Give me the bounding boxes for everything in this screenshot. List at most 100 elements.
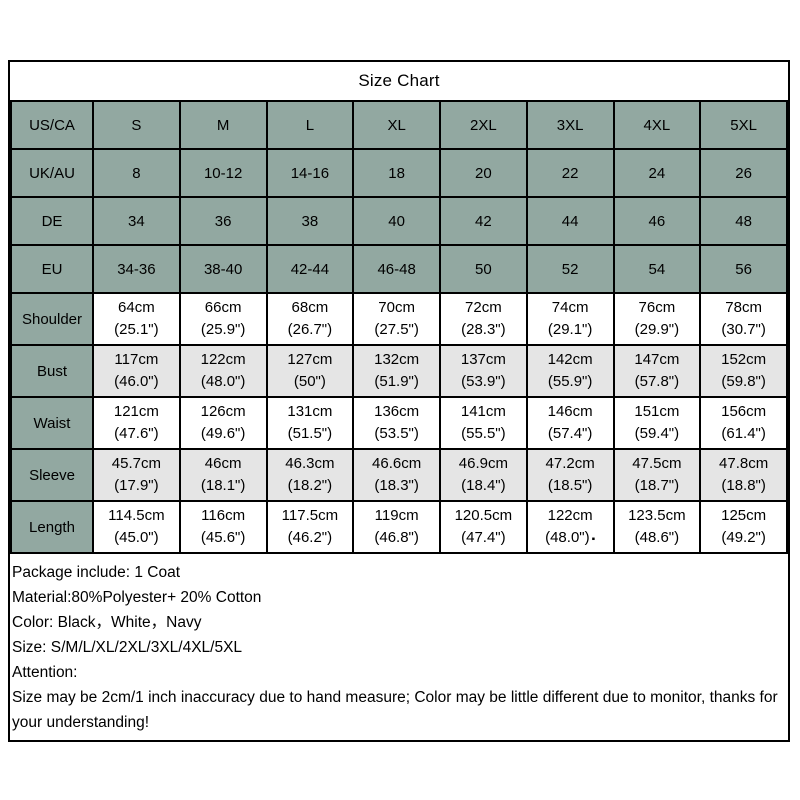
measure-value-cell: 123.5cm (48.6") — [612, 500, 702, 554]
measure-value-cell: 76cm (29.9") — [612, 292, 702, 346]
size-value-cell: 22 — [525, 148, 615, 198]
size-header-row: UK/AU 8 10-12 14-16 18 20 22 24 26 — [10, 148, 788, 198]
measure-value-cell: 116cm (45.6") — [178, 500, 268, 554]
measure-value-cell: 46.6cm (18.3") — [352, 448, 441, 502]
size-value-cell: 36 — [178, 196, 268, 246]
measure-value-cell: 68cm (26.7") — [265, 292, 355, 346]
size-value-cell: 14-16 — [265, 148, 355, 198]
measure-value-cell: 45.7cm (17.9") — [92, 448, 181, 502]
row-label: Sleeve — [10, 448, 94, 502]
measure-value-cell: 137cm (53.9") — [439, 344, 528, 398]
row-label: EU — [10, 244, 94, 294]
chart-title: Size Chart — [358, 71, 440, 90]
size-chart-body: US/CA S M L XL 2XL 3XL 4XL 5XL UK/AU 8 10-12 14-16 18… — [10, 100, 788, 554]
measure-value-cell: 132cm (51.9") — [352, 344, 441, 398]
measure-value-cell: 125cm (49.2") — [699, 500, 788, 554]
measure-value-cell: 114.5cm (45.0") — [92, 500, 181, 554]
size-value-cell: 34-36 — [92, 244, 181, 294]
row-label: Length — [10, 500, 94, 554]
size-value-cell: 18 — [352, 148, 441, 198]
measure-value-cell: 127cm (50") — [265, 344, 355, 398]
size-value-cell: 4XL — [612, 100, 702, 150]
measure-value-cell: 47.8cm (18.8") — [699, 448, 788, 502]
size-value-cell: S — [92, 100, 181, 150]
size-value-cell: 5XL — [699, 100, 788, 150]
size-value-cell: 44 — [525, 196, 615, 246]
size-value-cell: 24 — [612, 148, 702, 198]
row-label: UK/AU — [10, 148, 94, 198]
size-header-row: US/CA S M L XL 2XL 3XL 4XL 5XL — [10, 100, 788, 150]
measure-value-cell: 141cm (55.5") — [439, 396, 528, 450]
size-value-cell: 46-48 — [352, 244, 441, 294]
stray-mark-glyph: ▪ — [591, 534, 596, 545]
size-value-cell: 54 — [612, 244, 702, 294]
size-value-cell: 48 — [699, 196, 788, 246]
size-chart-table: US/CA S M L XL 2XL 3XL 4XL 5XL UK/AU 8 10-12 14-16 18… — [10, 100, 788, 554]
note-line: Size: S/M/L/XL/2XL/3XL/4XL/5XL — [12, 639, 243, 656]
measure-value-cell: 47.2cm (18.5") — [525, 448, 615, 502]
size-value-cell: 2XL — [439, 100, 528, 150]
size-value-cell: 20 — [439, 148, 528, 198]
measure-value-cell: 122cm (48.0") ▪ — [525, 500, 615, 554]
size-value-cell: 56 — [699, 244, 788, 294]
measure-value-cell: 47.5cm (18.7") — [612, 448, 702, 502]
row-label: Shoulder — [10, 292, 94, 346]
row-label: Bust — [10, 344, 94, 398]
product-notes: Package include: 1 Coat Material:80%Polye… — [10, 554, 788, 735]
size-value-cell: L — [265, 100, 355, 150]
measurement-row: Length 114.5cm (45.0") 116cm (45.6") 117.5c… — [10, 500, 788, 554]
row-label: Waist — [10, 396, 94, 450]
measure-value-cell: 46.3cm (18.2") — [265, 448, 355, 502]
size-value-cell: 42-44 — [265, 244, 355, 294]
measure-value-cell: 117cm (46.0") — [92, 344, 181, 398]
measure-value-cell: 146cm (57.4") — [525, 396, 615, 450]
size-value-cell: 3XL — [525, 100, 615, 150]
size-value-cell: 38-40 — [178, 244, 268, 294]
measure-value-cell: 131cm (51.5") — [265, 396, 355, 450]
size-value-cell: 26 — [699, 148, 788, 198]
size-value-cell: 52 — [525, 244, 615, 294]
measure-value-cell: 120.5cm (47.4") — [439, 500, 528, 554]
note-line: Attention: — [12, 664, 78, 681]
size-value-cell: 34 — [92, 196, 181, 246]
size-value-cell: 38 — [265, 196, 355, 246]
measure-value-cell: 74cm (29.1") — [525, 292, 615, 346]
size-header-row: EU 34-36 38-40 42-44 46-48 50 52 54 56 — [10, 244, 788, 294]
measure-value-cell: 152cm (59.8") — [699, 344, 788, 398]
measure-value-cell: 66cm (25.9") — [178, 292, 268, 346]
measure-value-cell: 156cm (61.4") — [699, 396, 788, 450]
size-value-cell: 46 — [612, 196, 702, 246]
measure-value-cell: 78cm (30.7") — [699, 292, 788, 346]
note-line: Color: Black，White，Navy — [12, 614, 202, 631]
size-value-cell: 42 — [439, 196, 528, 246]
note-line: Material:80%Polyester+ 20% Cotton — [12, 589, 262, 606]
measure-value-cell: 136cm (53.5") — [352, 396, 441, 450]
measure-value-cell: 117.5cm (46.2") — [265, 500, 355, 554]
measurement-row: Sleeve 45.7cm (17.9") 46cm (18.1") 46.3cm (… — [10, 448, 788, 502]
measurement-row: Bust 117cm (46.0") 122cm (48.0") 127cm (50"… — [10, 344, 788, 398]
measurement-row: Shoulder 64cm (25.1") 66cm (25.9") 68cm (26… — [10, 292, 788, 346]
measure-value-cell: 46.9cm (18.4") — [439, 448, 528, 502]
size-value-cell: 40 — [352, 196, 441, 246]
size-header-row: DE 34 36 38 40 42 44 46 48 — [10, 196, 788, 246]
size-value-cell: 10-12 — [178, 148, 268, 198]
measure-value-cell: 122cm (48.0") — [178, 344, 268, 398]
measurement-row: Waist 121cm (47.6") 126cm (49.6") 131cm (51… — [10, 396, 788, 450]
measure-value-cell: 147cm (57.8") — [612, 344, 702, 398]
measure-value-cell: 119cm (46.8") — [352, 500, 441, 554]
size-value-cell: 8 — [92, 148, 181, 198]
measure-value-cell: 121cm (47.6") — [92, 396, 181, 450]
measure-value-cell: 142cm (55.9") — [525, 344, 615, 398]
measure-value-cell: 151cm (59.4") — [612, 396, 702, 450]
measure-value-cell: 70cm (27.5") — [352, 292, 441, 346]
note-line: Package include: 1 Coat — [12, 564, 181, 581]
measure-value-cell: 72cm (28.3") — [439, 292, 528, 346]
row-label: DE — [10, 196, 94, 246]
measure-value-cell: 64cm (25.1") — [92, 292, 181, 346]
note-line: Size may be 2cm/1 inch inaccuracy due to… — [12, 689, 778, 731]
size-value-cell: M — [178, 100, 268, 150]
size-chart-frame: Size Chart US/CA S M L XL 2XL 3XL 4XL 5XL UK/AU 8 1… — [8, 60, 790, 742]
size-value-cell: XL — [352, 100, 441, 150]
measure-value-cell: 126cm (49.6") — [178, 396, 268, 450]
size-value-cell: 50 — [439, 244, 528, 294]
